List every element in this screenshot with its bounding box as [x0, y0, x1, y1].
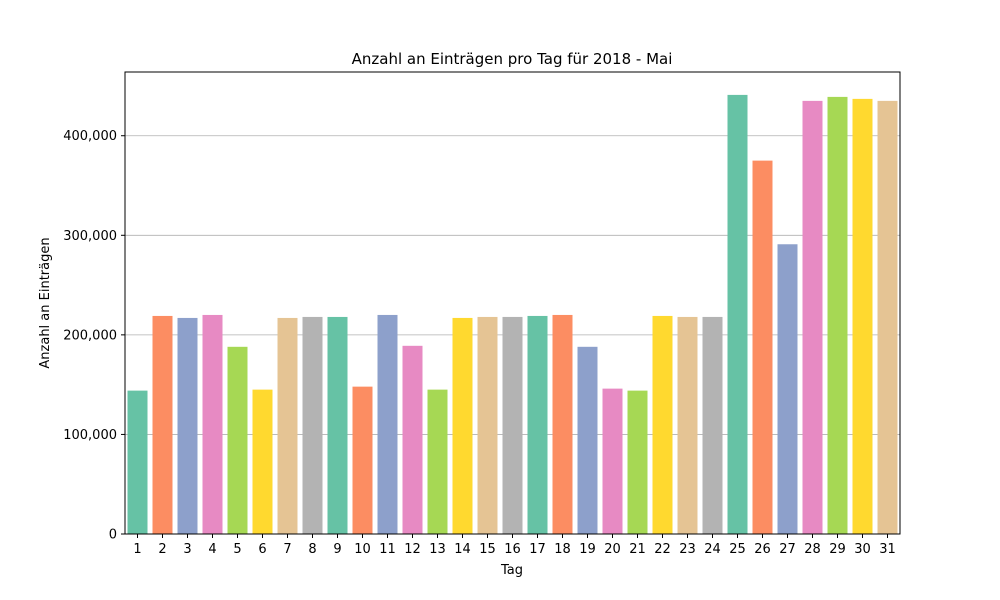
x-tick-label: 24 — [704, 542, 721, 557]
bar-day-27 — [777, 244, 798, 534]
x-tick-label: 6 — [258, 542, 266, 557]
bar-day-19 — [577, 346, 598, 534]
bar-day-22 — [652, 315, 673, 534]
x-tick-label: 16 — [504, 542, 521, 557]
bar-day-8 — [302, 316, 323, 534]
bar-day-21 — [627, 390, 648, 534]
bar-day-23 — [677, 316, 698, 534]
y-tick-label: 400,000 — [63, 129, 117, 144]
x-tick-label: 23 — [679, 542, 696, 557]
x-tick-label: 30 — [854, 542, 871, 557]
x-tick-label: 5 — [233, 542, 241, 557]
bar-day-20 — [602, 388, 623, 534]
x-tick-label: 3 — [183, 542, 191, 557]
x-tick-label: 13 — [429, 542, 446, 557]
x-tick-label: 21 — [629, 542, 646, 557]
bar-day-1 — [127, 390, 148, 534]
x-tick-label: 31 — [879, 542, 896, 557]
bar-day-7 — [277, 317, 298, 534]
bar-day-31 — [877, 100, 898, 534]
x-tick-label: 8 — [308, 542, 316, 557]
x-tick-label: 28 — [804, 542, 821, 557]
y-tick-label: 100,000 — [63, 428, 117, 443]
x-tick-label: 12 — [404, 542, 421, 557]
y-tick-label: 300,000 — [63, 229, 117, 244]
bars — [127, 94, 898, 535]
bar-day-18 — [552, 314, 573, 534]
x-tick-label: 15 — [479, 542, 496, 557]
x-tick-label: 2 — [158, 542, 166, 557]
bar-day-29 — [827, 96, 848, 534]
bar-day-28 — [802, 100, 823, 534]
bar-day-14 — [452, 317, 473, 534]
x-tick-label: 25 — [729, 542, 746, 557]
x-tick-label: 11 — [379, 542, 396, 557]
bar-day-2 — [152, 315, 173, 534]
bar-day-10 — [352, 386, 373, 534]
chart-title: Anzahl an Einträgen pro Tag für 2018 - M… — [352, 50, 673, 68]
x-tick-label: 7 — [283, 542, 291, 557]
x-tick-label: 27 — [779, 542, 796, 557]
bar-day-9 — [327, 316, 348, 534]
bar-day-12 — [402, 345, 423, 534]
x-tick-label: 1 — [133, 542, 141, 557]
bar-day-13 — [427, 389, 448, 534]
x-tick-label: 4 — [208, 542, 216, 557]
x-tick-label: 20 — [604, 542, 621, 557]
x-axis-ticks: 1 2 3 4 5 6 7 8 9 10 11 12 13 14 15 16 17 18 19 20 21 22 23 24 2… — [133, 534, 896, 557]
bar-day-17 — [527, 315, 548, 534]
x-tick-label: 19 — [579, 542, 596, 557]
x-tick-label: 14 — [454, 542, 471, 557]
bar-day-4 — [202, 314, 223, 534]
x-tick-label: 17 — [529, 542, 546, 557]
bar-day-15 — [477, 316, 498, 534]
x-tick-label: 22 — [654, 542, 671, 557]
y-axis-ticks: 0 100,000 200,000 300,000 400,000 — [63, 129, 125, 543]
y-tick-label: 0 — [109, 528, 117, 543]
x-tick-label: 18 — [554, 542, 571, 557]
y-tick-label: 200,000 — [63, 328, 117, 343]
bar-day-16 — [502, 316, 523, 534]
x-tick-label: 9 — [333, 542, 341, 557]
bar-day-24 — [702, 316, 723, 534]
bar-day-26 — [752, 160, 773, 534]
bar-day-30 — [852, 98, 873, 535]
x-tick-label: 26 — [754, 542, 771, 557]
bar-day-5 — [227, 346, 248, 534]
bar-day-3 — [177, 317, 198, 534]
x-tick-label: 29 — [829, 542, 846, 557]
x-axis-label: Tag — [500, 563, 523, 578]
bar-day-6 — [252, 389, 273, 534]
bar-day-11 — [377, 314, 398, 534]
y-axis-label: Anzahl an Einträgen — [38, 237, 53, 368]
bar-day-25 — [727, 94, 748, 534]
x-tick-label: 10 — [354, 542, 371, 557]
